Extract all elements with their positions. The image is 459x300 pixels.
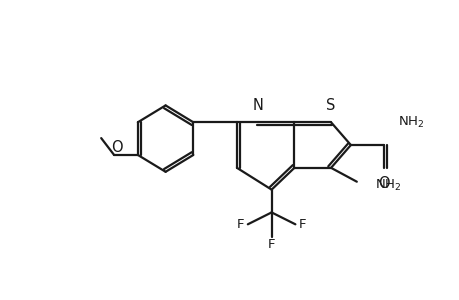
Text: F: F (298, 218, 305, 231)
Text: NH$_2$: NH$_2$ (397, 115, 424, 130)
Text: N: N (252, 98, 263, 113)
Text: F: F (237, 218, 244, 231)
Text: O: O (111, 140, 123, 154)
Text: S: S (325, 98, 335, 113)
Text: NH$_2$: NH$_2$ (374, 178, 400, 193)
Text: O: O (377, 176, 388, 191)
Text: F: F (267, 238, 275, 250)
